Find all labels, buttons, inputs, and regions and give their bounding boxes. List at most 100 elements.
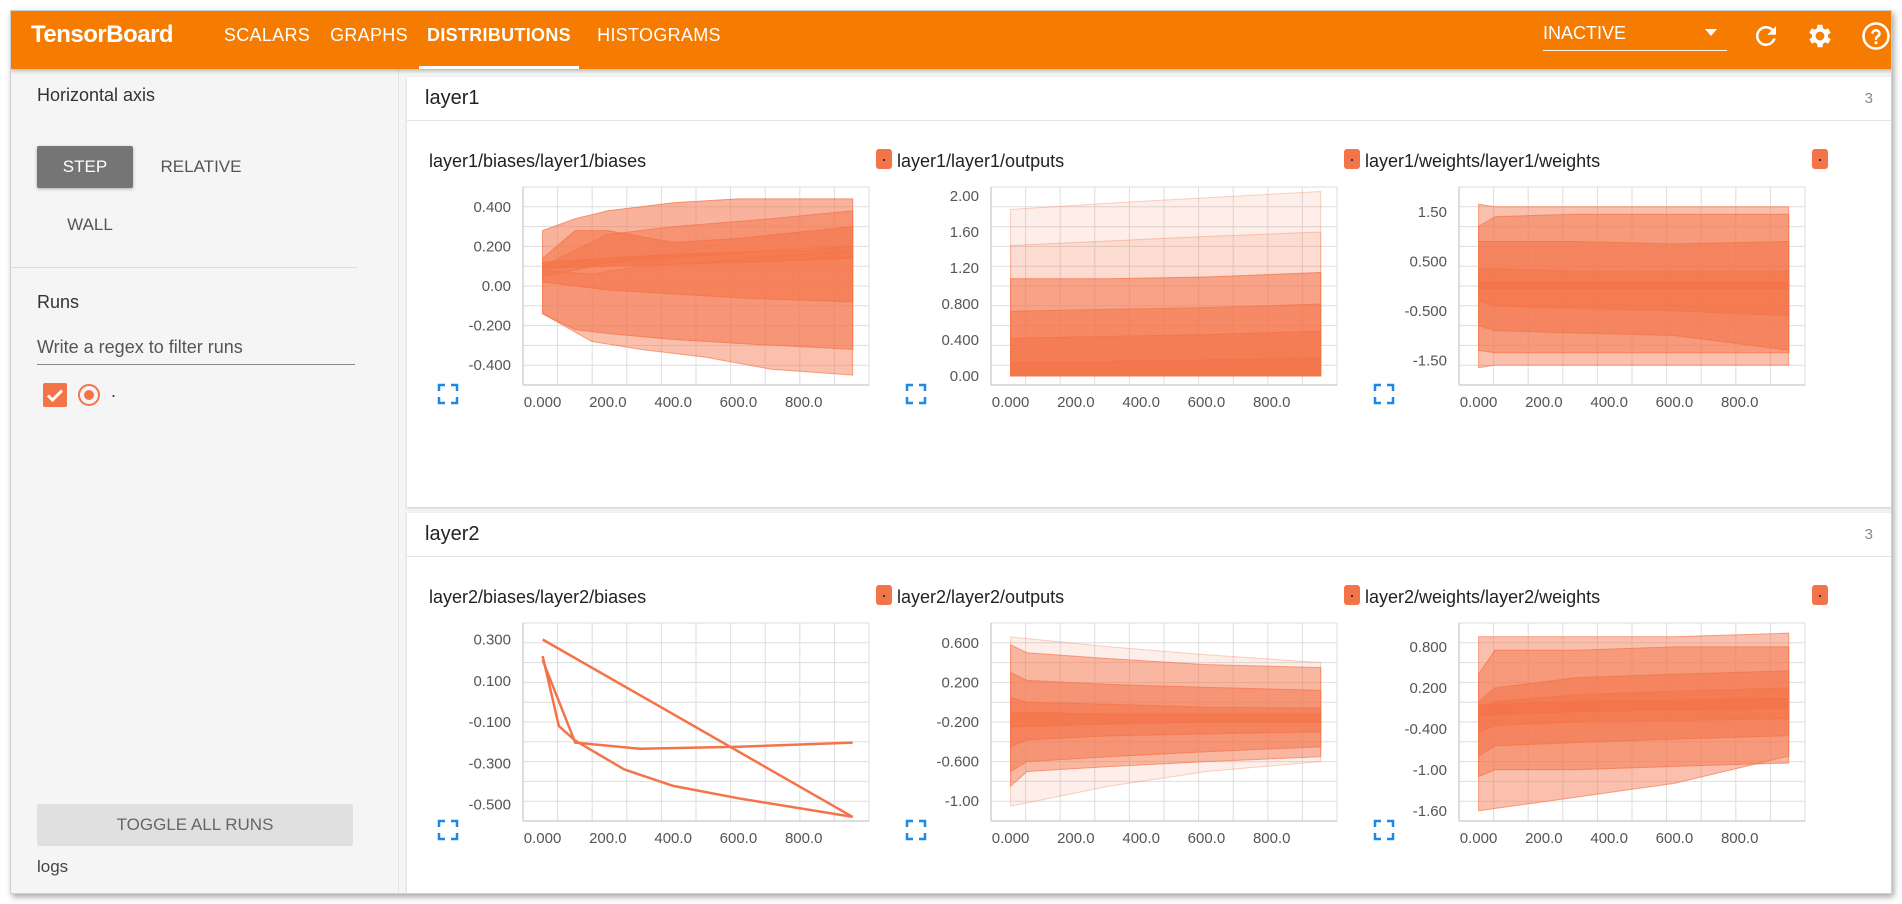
y-tick-label: 0.200 — [941, 674, 979, 691]
run-color-chip[interactable] — [1344, 585, 1360, 605]
x-tick-label: 600.0 — [1188, 394, 1226, 409]
chart-title: layer1/weights/layer1/weights — [1365, 151, 1601, 171]
horizontal-axis-label: Horizontal axis — [37, 85, 156, 105]
y-tick-label: 0.400 — [941, 332, 979, 349]
fullscreen-icon[interactable] — [437, 383, 459, 405]
x-tick-label: 200.0 — [1057, 394, 1095, 409]
distribution-band — [1478, 268, 1790, 317]
toggle-all-runs-button[interactable]: TOGGLE ALL RUNS — [37, 804, 353, 846]
axis-relative-button[interactable]: RELATIVE — [160, 157, 242, 176]
x-tick-label: 800.0 — [1721, 830, 1759, 845]
x-tick-label: 400.0 — [654, 394, 692, 409]
fullscreen-icon[interactable] — [1373, 383, 1395, 405]
y-tick-label: 1.20 — [950, 260, 979, 277]
x-tick-label: 600.0 — [720, 830, 758, 845]
run-color-chip[interactable] — [1812, 149, 1828, 169]
x-tick-label: 600.0 — [1188, 830, 1226, 845]
x-tick-label: 800.0 — [1721, 394, 1759, 409]
group-layer2: layer2 3 layer2/biases/layer2/biases 0.00… — [407, 513, 1891, 893]
chart-title: layer2/layer2/outputs — [897, 587, 1065, 607]
run-status-select[interactable]: INACTIVE — [1543, 19, 1727, 51]
distribution-chart: 0.000 200.0 400.0 600.0 800.0 0.800 0.200 -0.40… — [1404, 622, 1806, 845]
chart-card: layer2/weights/layer2/weights 0.000 200.0 4… — [1365, 573, 1828, 893]
help-icon[interactable] — [1861, 21, 1891, 51]
x-tick-label: 200.0 — [589, 394, 627, 409]
fullscreen-icon[interactable] — [437, 819, 459, 841]
x-tick-label: 400.0 — [654, 830, 692, 845]
axis-step-button[interactable]: STEP — [37, 146, 133, 188]
chart-card: layer2/layer2/outputs 0.000 200.0 400.0 600.… — [897, 573, 1360, 893]
x-tick-label: 200.0 — [1525, 830, 1563, 845]
sidebar-divider — [11, 267, 357, 268]
tab-histograms[interactable]: HISTOGRAMS — [597, 25, 721, 45]
x-tick-label: 0.000 — [1460, 830, 1498, 845]
runs-label: Runs — [37, 292, 80, 312]
distribution-band — [1478, 281, 1790, 290]
run-color-chip[interactable] — [876, 149, 892, 169]
run-color-chip[interactable] — [1812, 585, 1828, 605]
x-tick-label: 400.0 — [1122, 394, 1160, 409]
distribution-band — [542, 249, 854, 376]
y-tick-label: -0.400 — [468, 357, 511, 374]
y-tick-label: -1.50 — [1413, 352, 1447, 369]
y-tick-label: -0.500 — [468, 797, 511, 814]
run-filter-input[interactable] — [37, 331, 355, 365]
distribution-band — [1478, 697, 1790, 716]
run-color-chip[interactable] — [876, 585, 892, 605]
y-tick-label: 0.00 — [950, 368, 979, 385]
top-bar: TensorBoard SCALARS GRAPHS DISTRIBUTIONS… — [11, 11, 1891, 69]
y-tick-label: -0.200 — [468, 318, 511, 335]
y-tick-label: -1.00 — [1413, 762, 1447, 779]
distribution-chart: 0.000 200.0 400.0 600.0 800.0 0.300 0.100 -0.10… — [468, 622, 870, 845]
settings-icon[interactable] — [1805, 21, 1835, 51]
fullscreen-icon[interactable] — [1373, 819, 1395, 841]
distribution-chart: 0.000 200.0 400.0 600.0 800.0 0.400 0.200 0.00 -… — [468, 186, 870, 409]
x-tick-label: 800.0 — [785, 394, 823, 409]
group-count: 3 — [1864, 90, 1873, 107]
y-tick-label: 0.100 — [473, 673, 511, 690]
run-color-radio[interactable] — [78, 384, 100, 406]
x-tick-label: 0.000 — [992, 830, 1030, 845]
log-directory: logs — [37, 857, 69, 876]
distribution-line — [541, 659, 853, 751]
y-tick-label: 0.00 — [482, 278, 511, 295]
distribution-line — [541, 655, 853, 819]
y-tick-label: 2.00 — [950, 188, 979, 205]
y-tick-label: -0.600 — [936, 754, 979, 771]
run-name: . — [111, 381, 117, 401]
group-title: layer1 — [425, 87, 480, 109]
run-color-chip[interactable] — [1344, 149, 1360, 169]
y-tick-label: 0.800 — [1409, 639, 1447, 656]
tab-scalars[interactable]: SCALARS — [223, 25, 311, 45]
x-tick-label: 0.000 — [992, 394, 1030, 409]
x-tick-label: 0.000 — [524, 394, 562, 409]
x-tick-label: 400.0 — [1122, 830, 1160, 845]
dropdown-caret-icon — [1705, 29, 1717, 36]
axis-wall-button[interactable]: WALL — [67, 215, 113, 234]
group-count: 3 — [1864, 526, 1873, 543]
x-tick-label: 200.0 — [589, 830, 627, 845]
y-tick-label: -0.200 — [936, 714, 979, 731]
x-tick-label: 400.0 — [1590, 830, 1628, 845]
group-header[interactable]: layer1 3 — [407, 77, 1891, 121]
run-checkbox[interactable] — [43, 383, 67, 407]
tab-graphs[interactable]: GRAPHS — [330, 25, 408, 45]
distribution-band — [1010, 357, 1322, 377]
fullscreen-icon[interactable] — [905, 383, 927, 405]
sidebar: Horizontal axis STEP RELATIVE WALL Runs … — [11, 69, 399, 893]
chart-card: layer2/biases/layer2/biases 0.000 200.0 400… — [429, 573, 892, 893]
fullscreen-icon[interactable] — [905, 819, 927, 841]
group-title: layer2 — [425, 523, 480, 545]
x-tick-label: 600.0 — [720, 394, 758, 409]
y-tick-label: 0.400 — [473, 199, 511, 216]
y-tick-label: -0.400 — [1404, 721, 1447, 738]
group-header[interactable]: layer2 3 — [407, 513, 1891, 557]
x-tick-label: 800.0 — [1253, 830, 1291, 845]
x-tick-label: 800.0 — [785, 830, 823, 845]
y-tick-label: 0.300 — [473, 632, 511, 649]
checkmark-icon — [46, 389, 64, 403]
chart-title: layer1/biases/layer1/biases — [429, 151, 647, 171]
tab-distributions[interactable]: DISTRIBUTIONS — [419, 11, 579, 69]
refresh-icon[interactable] — [1751, 21, 1781, 51]
chart-title: layer1/layer1/outputs — [897, 151, 1065, 171]
